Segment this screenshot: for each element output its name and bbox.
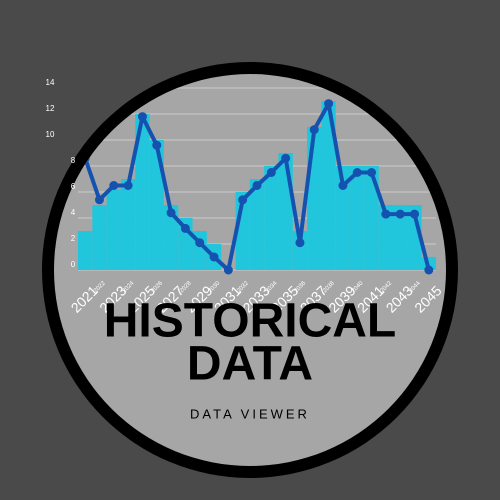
- y-tick-label: 12: [46, 104, 55, 113]
- bar: [120, 179, 136, 270]
- bar: [393, 205, 408, 270]
- y-tick-label: 4: [71, 208, 76, 217]
- bar: [307, 127, 322, 270]
- y-tick-label: 14: [46, 78, 55, 87]
- point: [123, 181, 133, 190]
- point: [266, 168, 276, 177]
- point: [338, 181, 348, 190]
- labels: 0 2 4 6 8 10 12 14: [46, 78, 76, 269]
- point: [281, 153, 291, 163]
- point: [395, 209, 405, 219]
- point: [195, 238, 205, 248]
- point: [152, 140, 162, 150]
- y-tick-label: 6: [71, 182, 76, 191]
- point: [252, 181, 262, 190]
- bar: [264, 166, 279, 270]
- bar: [278, 153, 293, 270]
- point: [137, 112, 147, 122]
- point: [295, 238, 305, 248]
- point: [367, 168, 377, 177]
- point: [352, 168, 362, 177]
- y-tick-label: 0: [71, 260, 76, 269]
- point: [324, 99, 334, 109]
- point: [410, 209, 420, 219]
- y-tick-label: 8: [71, 156, 76, 165]
- point: [381, 209, 391, 219]
- point: [309, 125, 319, 135]
- point: [109, 181, 119, 190]
- point: [94, 195, 104, 205]
- bar: [321, 101, 336, 270]
- bar: [106, 189, 121, 270]
- point: [166, 208, 176, 218]
- bar: [249, 179, 265, 270]
- bar: [163, 205, 179, 270]
- bar: [92, 205, 107, 270]
- point: [209, 252, 219, 262]
- bar: [78, 231, 93, 270]
- point: [180, 223, 190, 233]
- chart-title-line2: DATA: [187, 338, 313, 391]
- bar: [350, 166, 365, 270]
- bar: [335, 166, 351, 270]
- point: [238, 195, 248, 205]
- chart-title: HISTORICAL: [104, 295, 396, 348]
- point: [424, 265, 434, 275]
- bar: [149, 140, 164, 270]
- point: [223, 265, 233, 275]
- y-tick-label: 2: [71, 234, 76, 243]
- bar: [364, 166, 379, 270]
- bar: [378, 205, 394, 270]
- chart-subtitle: DATA VIEWER: [190, 406, 310, 421]
- bar: [135, 114, 150, 270]
- y-tick-label: 10: [46, 130, 55, 139]
